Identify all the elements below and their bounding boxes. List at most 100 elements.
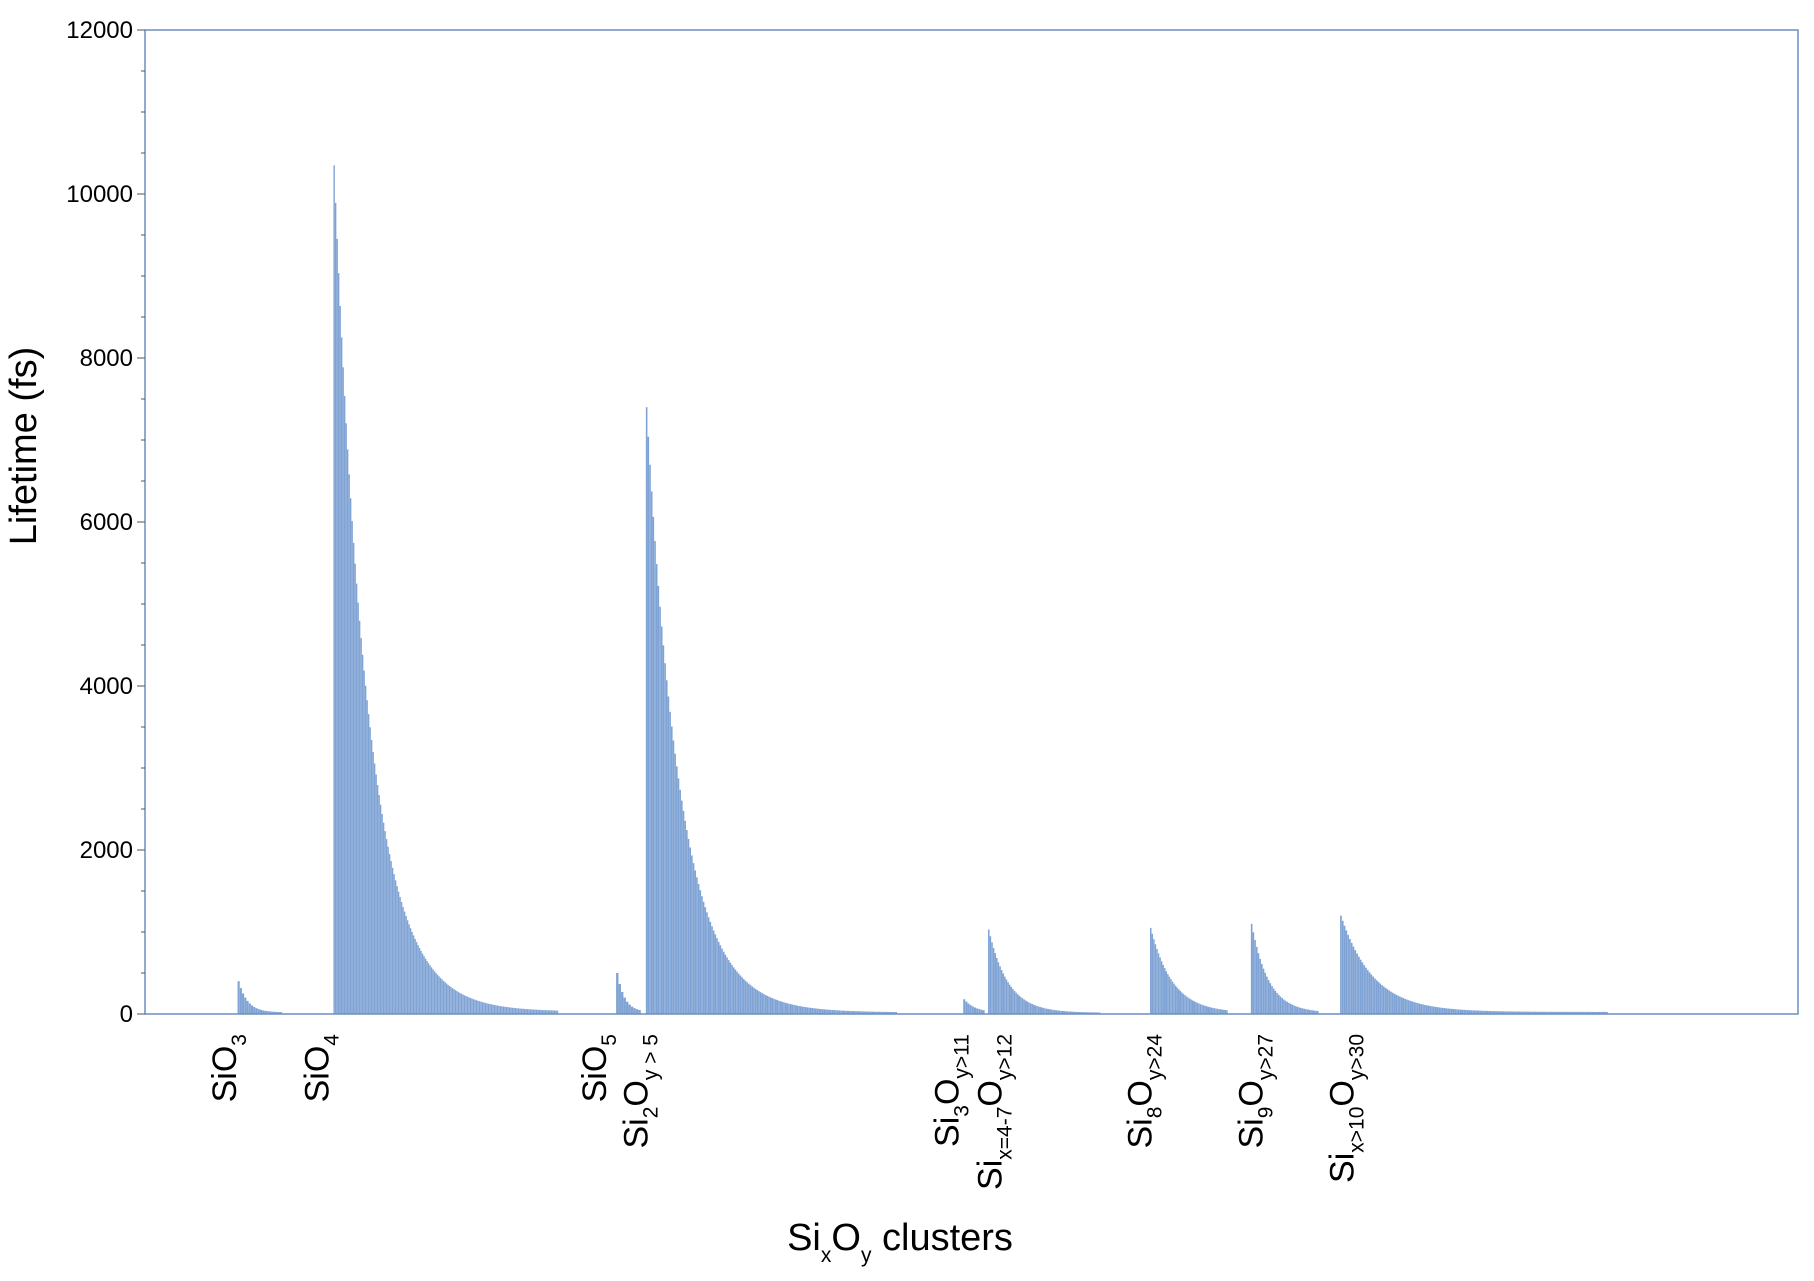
bar — [490, 1004, 493, 1014]
bar — [756, 990, 758, 1014]
bar — [483, 1002, 485, 1014]
bar — [1311, 1010, 1314, 1014]
bar — [456, 991, 458, 1014]
bar — [967, 1003, 970, 1014]
bar — [858, 1011, 861, 1014]
bar — [1409, 1000, 1412, 1014]
bar — [1052, 1009, 1054, 1014]
bar — [1004, 976, 1006, 1014]
bar — [991, 942, 993, 1014]
bar — [1434, 1006, 1437, 1014]
bar — [1543, 1011, 1546, 1014]
bar — [522, 1008, 524, 1014]
bar — [1524, 1011, 1526, 1014]
bar — [495, 1005, 497, 1014]
bar — [798, 1005, 800, 1014]
bar — [1516, 1011, 1519, 1014]
bar — [1291, 1004, 1294, 1014]
bar — [1167, 974, 1169, 1014]
bar — [1379, 983, 1382, 1014]
bar — [1527, 1011, 1530, 1014]
bar — [1420, 1004, 1423, 1014]
bar — [1597, 1011, 1599, 1014]
bar — [393, 874, 395, 1014]
bar — [687, 838, 690, 1014]
bar — [1055, 1010, 1057, 1014]
bar — [436, 974, 439, 1014]
bar — [1279, 996, 1282, 1014]
bar — [1400, 997, 1403, 1014]
bar — [1068, 1011, 1070, 1014]
bar — [471, 998, 473, 1014]
bar — [672, 740, 675, 1014]
bar — [1061, 1010, 1064, 1014]
bar — [538, 1009, 541, 1014]
bar — [259, 1009, 262, 1014]
bar — [1042, 1007, 1045, 1014]
bar — [390, 861, 392, 1014]
bar — [552, 1010, 554, 1014]
bar — [1579, 1011, 1582, 1014]
bar — [754, 988, 757, 1014]
bar — [1060, 1010, 1062, 1014]
bar — [337, 273, 340, 1014]
bar — [406, 920, 409, 1014]
bar — [502, 1006, 505, 1014]
bar — [965, 1001, 968, 1014]
bar — [543, 1010, 545, 1014]
bar — [1531, 1011, 1533, 1014]
bar — [1085, 1012, 1088, 1014]
bar — [841, 1010, 844, 1014]
bar — [1388, 990, 1391, 1014]
bar — [1572, 1011, 1574, 1014]
bar — [463, 995, 466, 1014]
bar — [378, 795, 380, 1014]
bar — [1548, 1011, 1551, 1014]
y-axis-title: Lifetime (fs) — [3, 347, 45, 545]
bar — [1219, 1009, 1222, 1014]
bar — [1289, 1003, 1292, 1014]
category-label-base: SiO — [299, 1046, 337, 1103]
bar — [877, 1011, 879, 1014]
bar — [1500, 1011, 1503, 1014]
bar — [1316, 1010, 1319, 1014]
category-label-subscript: y>30 — [1345, 1034, 1368, 1080]
bar — [1397, 995, 1399, 1014]
x-axis-title-sub-y: y — [861, 1244, 872, 1267]
bar — [1477, 1010, 1480, 1014]
bar — [1159, 957, 1161, 1014]
bar — [250, 1005, 254, 1014]
bar — [1390, 991, 1392, 1014]
bar — [871, 1011, 874, 1014]
bar — [429, 965, 431, 1014]
bar — [1069, 1011, 1072, 1014]
category-label-base: Si — [971, 1160, 1009, 1190]
bar — [1044, 1008, 1046, 1014]
bar — [1457, 1009, 1460, 1014]
bar — [1604, 1011, 1607, 1014]
bar — [1058, 1010, 1061, 1014]
bar — [351, 521, 353, 1014]
bar — [484, 1002, 487, 1014]
bar — [1365, 967, 1367, 1014]
bar — [418, 948, 421, 1014]
bar — [336, 238, 338, 1015]
bar — [466, 996, 469, 1014]
bar — [1581, 1011, 1583, 1014]
bar — [1349, 938, 1351, 1014]
bar — [340, 337, 343, 1015]
bar — [474, 999, 476, 1014]
bar — [994, 953, 996, 1014]
bar — [1343, 925, 1346, 1014]
bar — [763, 994, 765, 1014]
bar — [1010, 986, 1013, 1014]
bar — [478, 1001, 481, 1014]
bar — [618, 984, 621, 1014]
category-label-subscript: x>10 — [1345, 1107, 1368, 1153]
bar — [1185, 996, 1188, 1014]
bar — [771, 998, 774, 1014]
bar — [1504, 1011, 1507, 1014]
bar — [988, 929, 990, 1014]
bar — [1391, 992, 1394, 1014]
